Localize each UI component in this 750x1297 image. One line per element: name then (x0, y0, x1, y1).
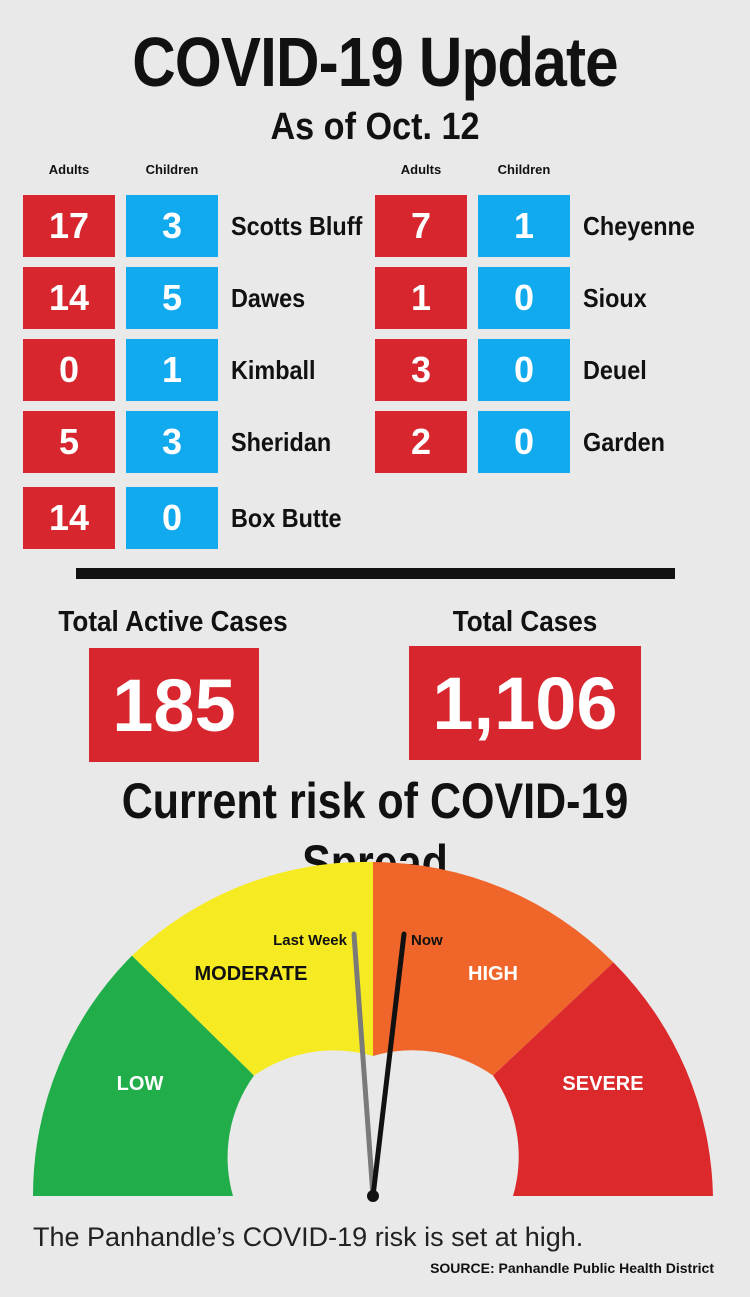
adults-count: 2 (375, 411, 467, 473)
last-week-needle (351, 931, 376, 1199)
children-count: 0 (478, 339, 570, 401)
children-count: 0 (126, 487, 218, 549)
county-name: Cheyenne (583, 211, 695, 241)
county-name: Sheridan (231, 427, 332, 457)
gauge-segment-severe (493, 962, 713, 1196)
children-count: 1 (126, 339, 218, 401)
risk-caption: The Panhandle’s COVID-19 risk is set at … (33, 1222, 584, 1252)
adults-count: 0 (23, 339, 115, 401)
children-count: 5 (126, 267, 218, 329)
total-active-value: 185 (89, 648, 259, 762)
children-column-header: Children (145, 162, 199, 177)
gauge-segment-low (32, 955, 254, 1196)
adults-column-header: Adults (400, 162, 442, 177)
date-subtitle: As of Oct. 12 (270, 106, 480, 148)
children-count: 3 (126, 195, 218, 257)
page-title: COVID-19 Update (132, 23, 618, 101)
section-divider (76, 568, 675, 579)
adults-count: 3 (375, 339, 467, 401)
adults-count: 7 (375, 195, 467, 257)
now-label: Now (411, 932, 443, 949)
county-name: Sioux (583, 283, 647, 313)
source-note: SOURCE: Panhandle Public Health District (430, 1260, 714, 1276)
adults-count: 14 (23, 487, 115, 549)
county-name: Scotts Bluff (231, 211, 363, 241)
gauge-label-severe: SEVERE (562, 1073, 643, 1095)
risk-gauge: LOW MODERATE HIGH SEVERE Last Week Now (32, 861, 713, 1202)
county-name: Garden (583, 427, 665, 457)
total-cases-label: Total Cases (452, 606, 598, 638)
children-count: 3 (126, 411, 218, 473)
county-name: Dawes (231, 283, 306, 313)
adults-count: 5 (23, 411, 115, 473)
county-name: Deuel (583, 355, 647, 385)
gauge-segment-high (373, 862, 614, 1076)
gauge-segment-moderate (132, 861, 373, 1076)
last-week-label: Last Week (273, 932, 348, 949)
gauge-label-high: HIGH (468, 963, 518, 985)
adults-count: 14 (23, 267, 115, 329)
adults-column-header: Adults (48, 162, 90, 177)
needle-pivot (367, 1190, 379, 1202)
county-name: Kimball (231, 355, 316, 385)
total-active-label: Total Active Cases (58, 606, 288, 638)
children-count: 1 (478, 195, 570, 257)
gauge-label-low: LOW (117, 1073, 164, 1095)
adults-count: 17 (23, 195, 115, 257)
gauge-label-moderate: MODERATE (195, 963, 308, 985)
children-count: 0 (478, 411, 570, 473)
now-needle (370, 931, 407, 1199)
children-column-header: Children (497, 162, 551, 177)
county-name: Box Butte (231, 503, 342, 533)
total-cases-value: 1,106 (409, 646, 641, 760)
adults-count: 1 (375, 267, 467, 329)
children-count: 0 (478, 267, 570, 329)
